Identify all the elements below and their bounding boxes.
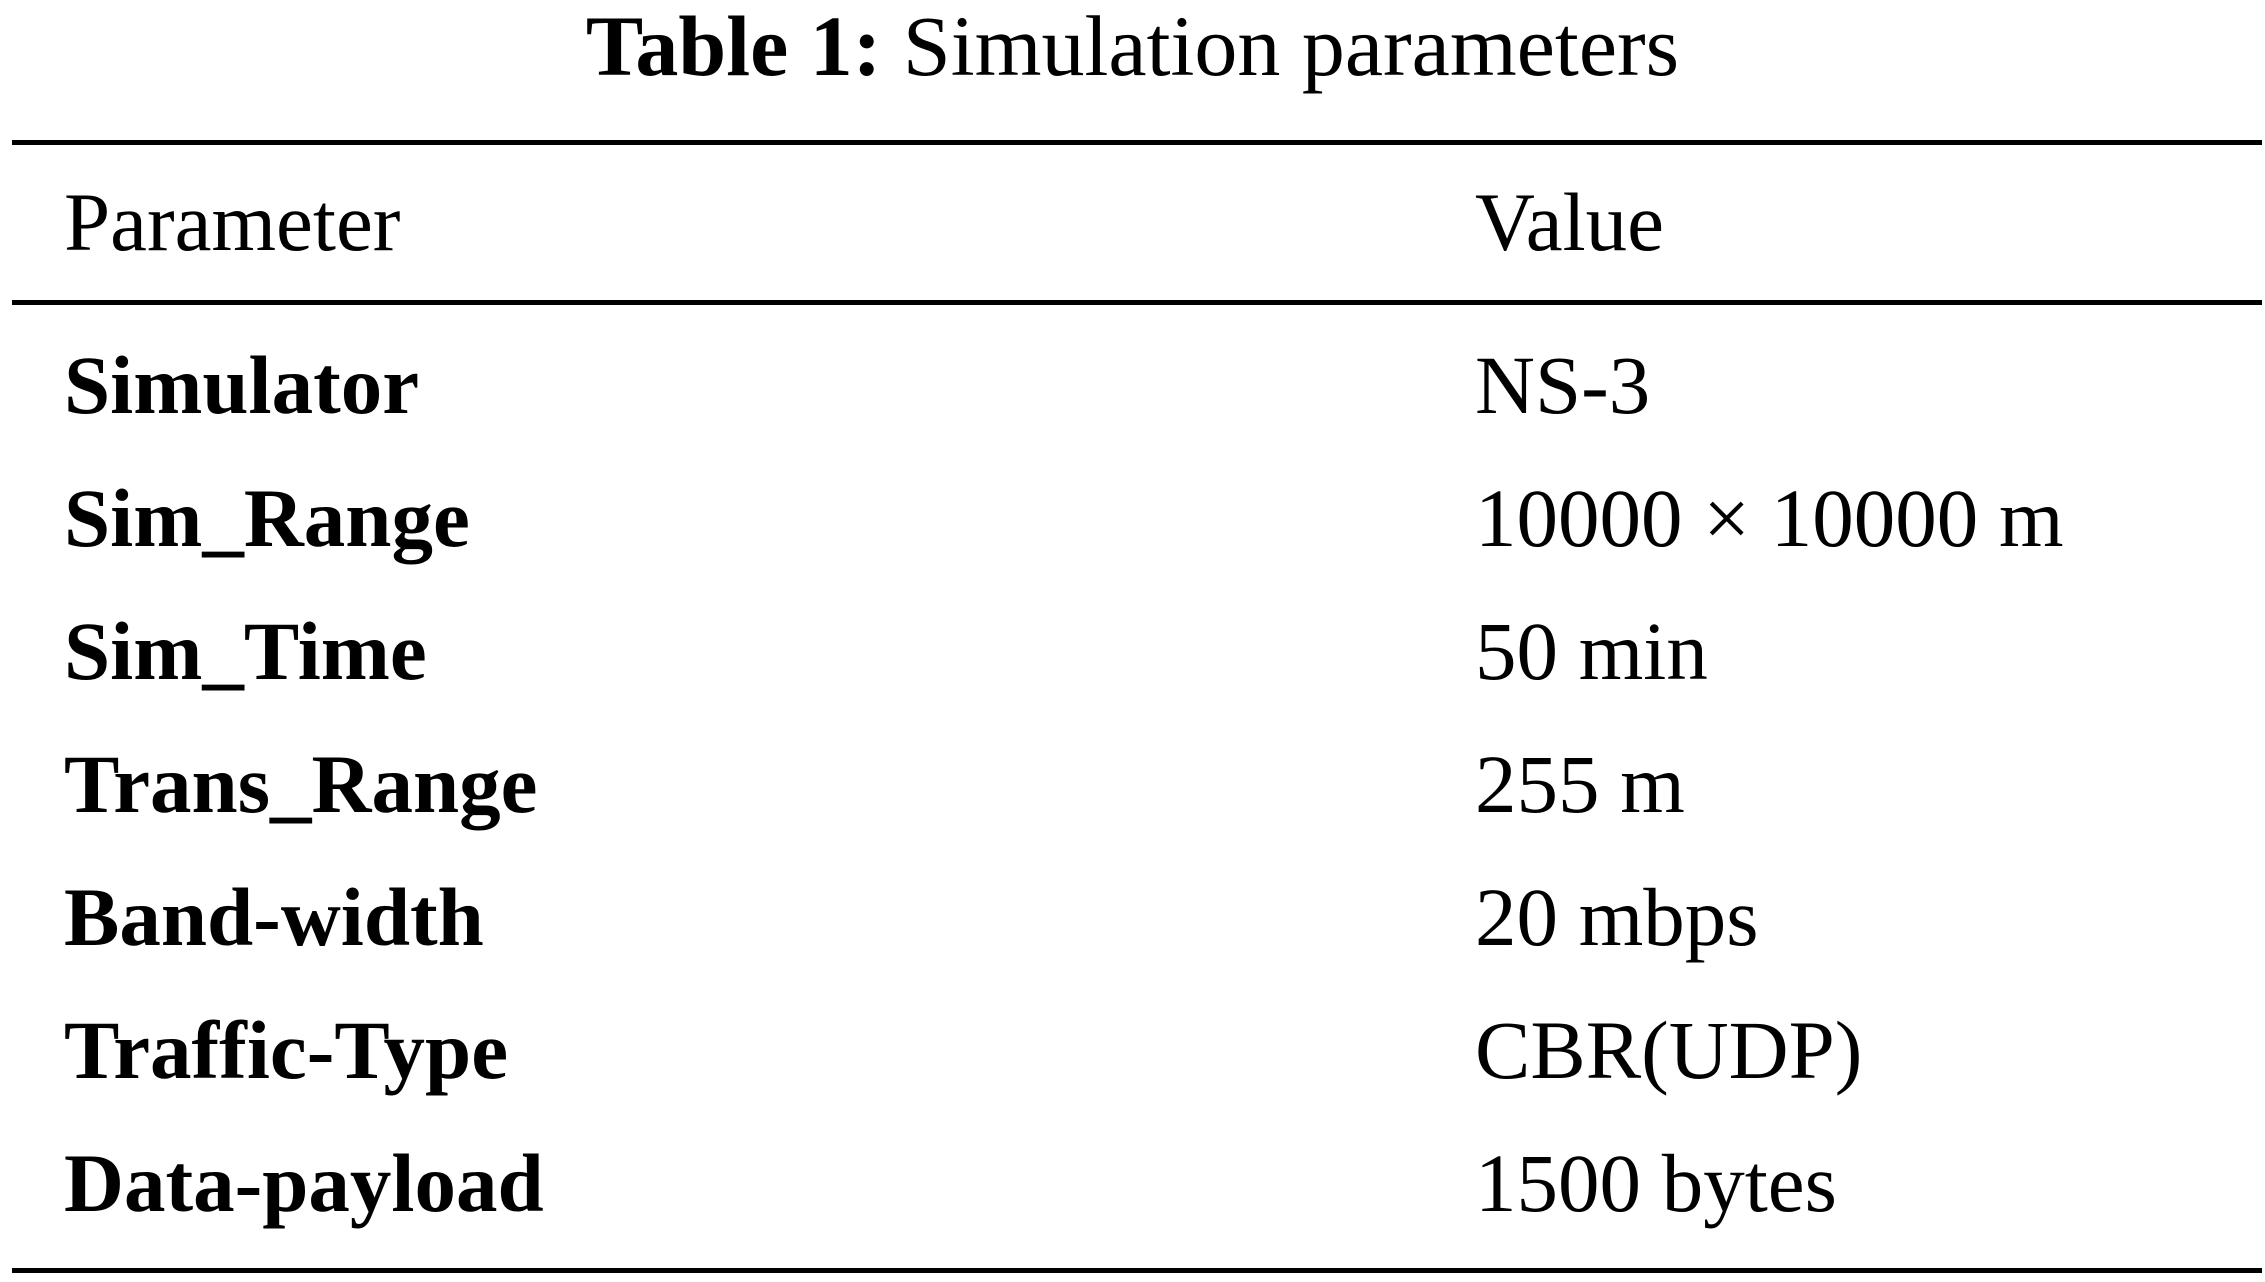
value-cell: 255 m bbox=[1475, 738, 1685, 830]
table-row: Sim_Range 10000 × 10000 m bbox=[0, 468, 2265, 601]
parameter-cell: Sim_Range bbox=[64, 472, 470, 564]
table-row: Sim_Time 50 min bbox=[0, 601, 2265, 734]
parameter-cell: Trans_Range bbox=[64, 738, 538, 830]
value-cell: 20 mbps bbox=[1475, 871, 1759, 963]
header-parameter: Parameter bbox=[64, 176, 401, 268]
value-cell: 50 min bbox=[1475, 605, 1708, 697]
table-row: Band-width 20 mbps bbox=[0, 867, 2265, 1000]
table-row: Trans_Range 255 m bbox=[0, 734, 2265, 867]
table-caption-text: Simulation parameters bbox=[902, 0, 1680, 94]
table-header-rule bbox=[12, 300, 2262, 305]
header-value: Value bbox=[1475, 176, 1664, 268]
table-body: Simulator NS-3 Sim_Range 10000 × 10000 m… bbox=[0, 335, 2265, 1266]
value-cell: 1500 bytes bbox=[1475, 1137, 1837, 1229]
value-cell: CBR(UDP) bbox=[1475, 1004, 1863, 1096]
value-cell: NS-3 bbox=[1475, 339, 1651, 431]
parameter-cell: Data-payload bbox=[64, 1137, 544, 1229]
parameter-cell: Simulator bbox=[64, 339, 420, 431]
value-cell: 10000 × 10000 m bbox=[1475, 472, 2064, 564]
parameter-cell: Sim_Time bbox=[64, 605, 427, 697]
table-row: Simulator NS-3 bbox=[0, 335, 2265, 468]
table-row: Traffic-Type CBR(UDP) bbox=[0, 1000, 2265, 1133]
table-bottom-rule bbox=[12, 1268, 2262, 1273]
table-caption: Table 1: Simulation parameters bbox=[0, 0, 2265, 100]
parameter-cell: Band-width bbox=[64, 871, 484, 963]
table-top-rule bbox=[12, 140, 2262, 145]
parameter-cell: Traffic-Type bbox=[64, 1004, 509, 1096]
table-caption-label: Table 1: bbox=[585, 0, 882, 94]
table-row: Data-payload 1500 bytes bbox=[0, 1133, 2265, 1266]
